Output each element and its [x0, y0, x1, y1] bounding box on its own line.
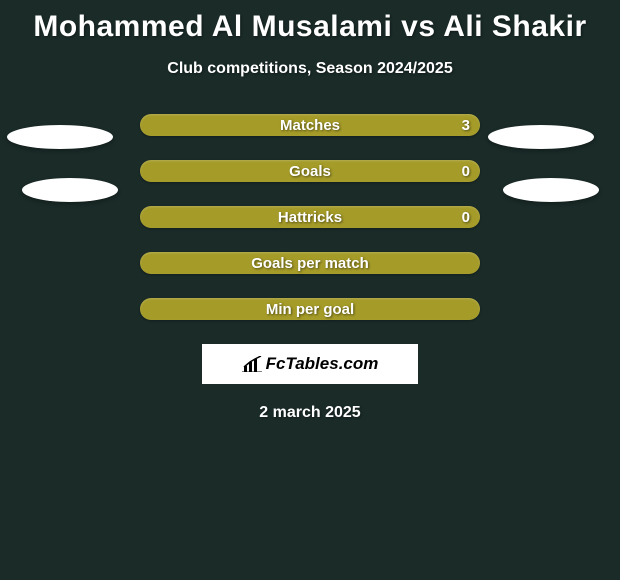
decorative-ellipse: [22, 178, 118, 202]
stat-label: Matches: [140, 114, 480, 136]
stat-value: 3: [462, 114, 470, 136]
stat-value: 0: [462, 206, 470, 228]
logo-box: FcTables.com: [202, 344, 418, 384]
stat-bar: Matches3: [140, 114, 480, 136]
stat-bar: Goals per match: [140, 252, 480, 274]
decorative-ellipse: [488, 125, 594, 149]
stat-label: Goals per match: [140, 252, 480, 274]
footer-date: 2 march 2025: [0, 404, 620, 422]
bar-chart-icon: [242, 356, 262, 372]
stat-bar: Goals0: [140, 160, 480, 182]
stat-value: 0: [462, 160, 470, 182]
stat-row: Goals per match: [0, 252, 620, 274]
stat-row: Hattricks0: [0, 206, 620, 228]
stat-bar: Min per goal: [140, 298, 480, 320]
subtitle: Club competitions, Season 2024/2025: [0, 60, 620, 78]
stat-bar: Hattricks0: [140, 206, 480, 228]
page-title: Mohammed Al Musalami vs Ali Shakir: [0, 0, 620, 44]
decorative-ellipse: [503, 178, 599, 202]
decorative-ellipse: [7, 125, 113, 149]
stat-row: Min per goal: [0, 298, 620, 320]
stat-label: Hattricks: [140, 206, 480, 228]
stat-label: Min per goal: [140, 298, 480, 320]
stat-label: Goals: [140, 160, 480, 182]
logo-text: FcTables.com: [266, 354, 379, 374]
